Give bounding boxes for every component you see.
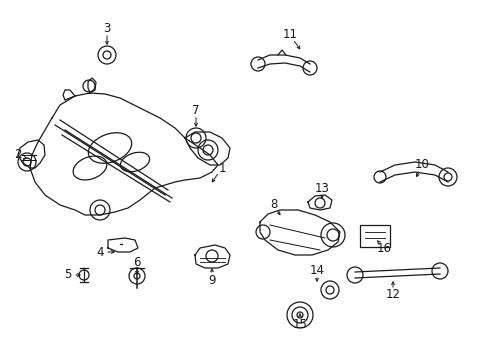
Text: 2: 2 (14, 148, 21, 162)
Text: 12: 12 (385, 288, 400, 302)
Bar (359, 225, 389, 247)
Text: 1: 1 (218, 162, 225, 175)
Text: 3: 3 (103, 22, 110, 35)
Text: 6: 6 (133, 256, 141, 269)
Text: 15: 15 (292, 319, 307, 332)
Text: 11: 11 (282, 28, 297, 41)
Text: 8: 8 (270, 198, 277, 211)
Text: 7: 7 (192, 104, 199, 117)
Text: 16: 16 (376, 242, 391, 255)
Text: 13: 13 (314, 181, 329, 194)
Text: 10: 10 (414, 158, 428, 171)
Text: 14: 14 (309, 264, 324, 276)
Text: 4: 4 (96, 246, 103, 258)
Text: 5: 5 (64, 269, 72, 282)
Text: 9: 9 (208, 274, 215, 287)
